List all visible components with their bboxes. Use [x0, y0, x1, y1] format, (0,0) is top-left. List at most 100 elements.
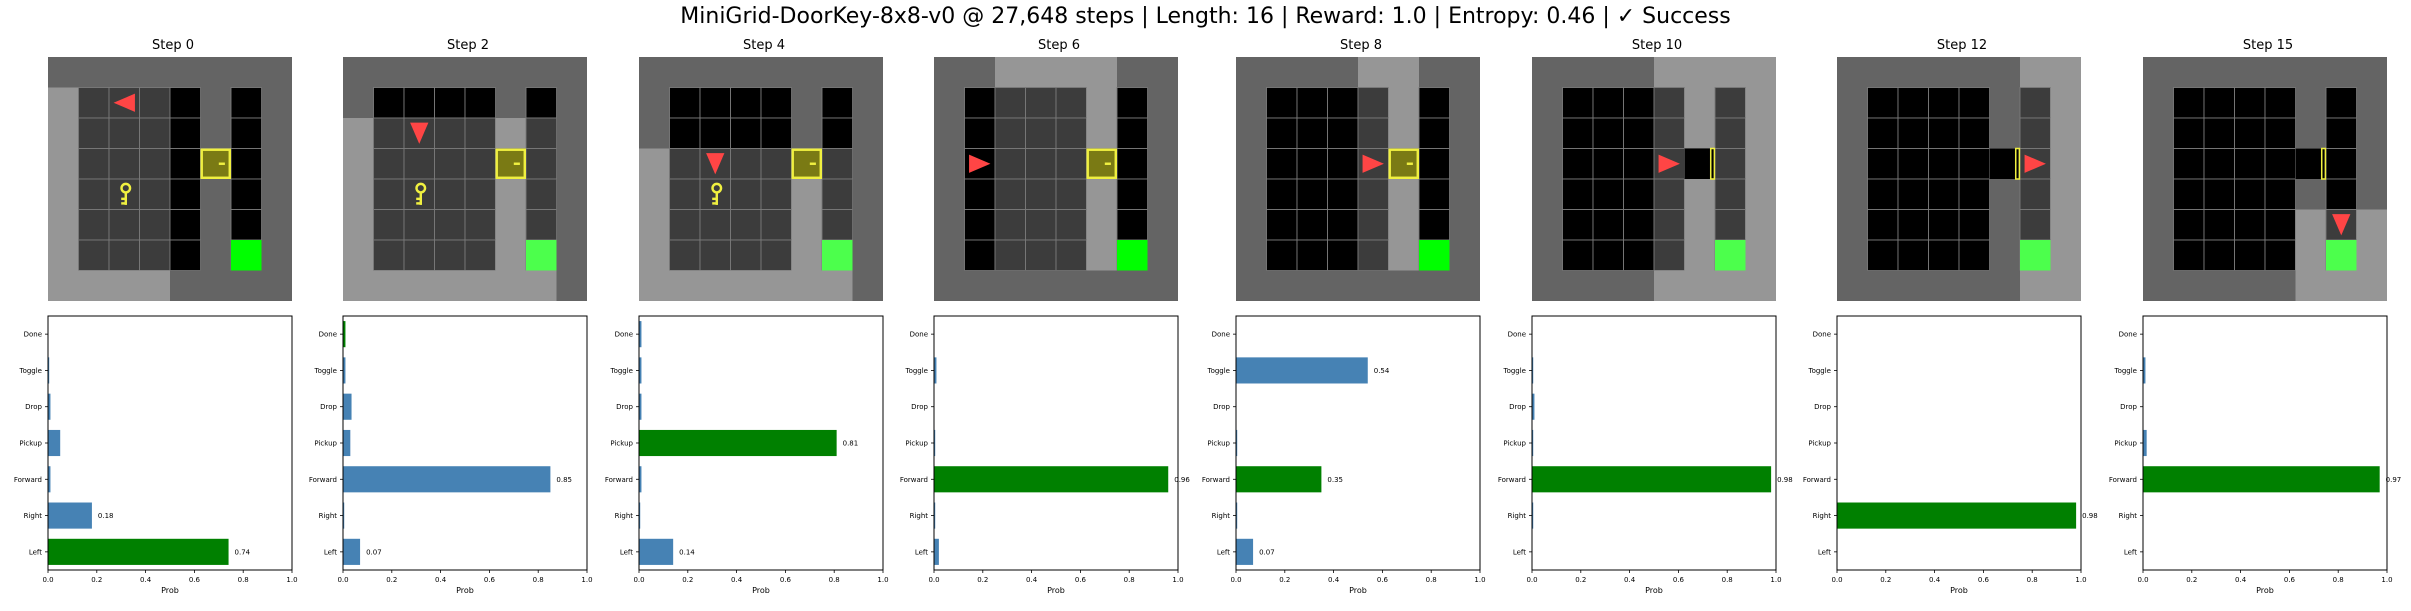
wall-cell: [526, 57, 557, 88]
floor-cell: [139, 179, 170, 210]
y-tick-label: Forward: [1498, 476, 1526, 484]
wall-cell: [1837, 179, 1868, 210]
wall-cell: [1837, 57, 1868, 88]
goal-tile: [1117, 240, 1148, 271]
wall-cell: [1532, 270, 1563, 301]
floor-cell: [526, 209, 557, 240]
y-tick-label: Forward: [2109, 476, 2137, 484]
x-tick-label: 0.4: [140, 576, 152, 584]
door: [495, 148, 526, 179]
y-tick-label: Pickup: [1808, 440, 1831, 448]
wall-cell: [1388, 57, 1419, 88]
y-tick-label: Forward: [1202, 476, 1230, 484]
wall-cell: [1684, 179, 1715, 210]
floor-cell: [1297, 87, 1328, 118]
wall-cell: [1147, 118, 1178, 149]
wall-cell: [1654, 270, 1685, 301]
wall-cell: [1654, 57, 1685, 88]
wall-cell: [1147, 179, 1178, 210]
bar-forward: [1236, 466, 1322, 493]
wall-cell: [2356, 57, 2387, 88]
x-tick-label: 0.4: [1328, 576, 1340, 584]
key-icon: [711, 182, 723, 205]
wall-cell: [1684, 57, 1715, 88]
floor-cell: [1928, 118, 1959, 149]
floor-cell: [1928, 209, 1959, 240]
bar-value-label: 0.14: [679, 548, 695, 556]
floor-cell: [2173, 179, 2204, 210]
x-tick-label: 0.8: [2027, 576, 2038, 584]
floor-cell: [2204, 87, 2235, 118]
floor-cell: [465, 179, 496, 210]
x-tick-label: 0.0: [1230, 576, 1241, 584]
wall-cell: [1837, 209, 1868, 240]
y-tick-label: Left: [324, 548, 337, 556]
wall-cell: [2050, 118, 2081, 149]
x-tick-label: 0.0: [337, 576, 348, 584]
x-axis-label: Prob: [1047, 586, 1065, 595]
floor-cell: [1898, 179, 1929, 210]
wall-cell: [1419, 57, 1450, 88]
wall-cell: [2295, 270, 2326, 301]
y-tick-label: Drop: [1213, 403, 1230, 411]
x-tick-label: 0.2: [2186, 576, 2197, 584]
action-prob-chart: Left Right Forward 0.96 Pickup Drop Toggle Done…: [900, 315, 1190, 595]
wall-cell: [48, 240, 79, 271]
wall-cell: [1989, 57, 2020, 88]
floor-cell: [1867, 148, 1898, 179]
floor-cell: [139, 240, 170, 271]
wall-cell: [934, 240, 965, 271]
agent-marker: [1658, 154, 1680, 173]
y-tick-label: Pickup: [314, 440, 337, 448]
floor-cell: [995, 179, 1026, 210]
wall-cell: [2234, 270, 2265, 301]
floor-cell: [231, 87, 262, 118]
floor-cell: [2204, 148, 2235, 179]
wall-cell: [495, 270, 526, 301]
agent-marker: [1362, 154, 1384, 173]
wall-cell: [1745, 209, 1776, 240]
wall-cell: [2143, 179, 2174, 210]
y-tick-label: Toggle: [609, 367, 633, 375]
wall-cell: [1449, 87, 1480, 118]
wall-cell: [995, 270, 1026, 301]
wall-cell: [48, 57, 79, 88]
floor-cell: [1266, 209, 1297, 240]
wall-cell: [1297, 57, 1328, 88]
floor-cell: [1358, 179, 1389, 210]
y-tick-label: Right: [615, 512, 634, 520]
door: [1388, 148, 1419, 179]
bar-toggle: [1236, 357, 1368, 384]
wall-cell: [1715, 270, 1746, 301]
floor-cell: [1056, 240, 1087, 271]
floor-cell: [1419, 118, 1450, 149]
y-tick-label: Pickup: [2114, 440, 2137, 448]
gridworld-view: [343, 57, 587, 301]
key-icon: [120, 182, 132, 205]
wall-cell: [852, 240, 883, 271]
wall-cell: [1745, 240, 1776, 271]
floor-cell: [78, 87, 109, 118]
wall-cell: [556, 118, 587, 149]
bar-value-label: 0.07: [366, 548, 382, 556]
bar-value-label: 0.07: [1259, 548, 1275, 556]
wall-cell: [556, 57, 587, 88]
action-prob-chart: Left 0.07 Right Forward 0.85 Pickup Drop Toggle…: [309, 315, 593, 595]
floor-cell: [995, 209, 1026, 240]
wall-cell: [261, 270, 292, 301]
y-tick-label: Left: [1217, 548, 1230, 556]
floor-cell: [373, 209, 404, 240]
wall-cell: [261, 240, 292, 271]
bar-value-label: 0.81: [843, 440, 859, 448]
floor-cell: [730, 179, 761, 210]
x-tick-label: 1.0: [286, 576, 297, 584]
floor-cell: [2204, 240, 2235, 271]
door: [1086, 148, 1117, 179]
y-tick-label: Left: [2124, 548, 2137, 556]
wall-cell: [1623, 57, 1654, 88]
y-tick-label: Left: [620, 548, 633, 556]
wall-cell: [1989, 179, 2020, 210]
floor-cell: [434, 240, 465, 271]
wall-cell: [48, 179, 79, 210]
floor-cell: [995, 240, 1026, 271]
